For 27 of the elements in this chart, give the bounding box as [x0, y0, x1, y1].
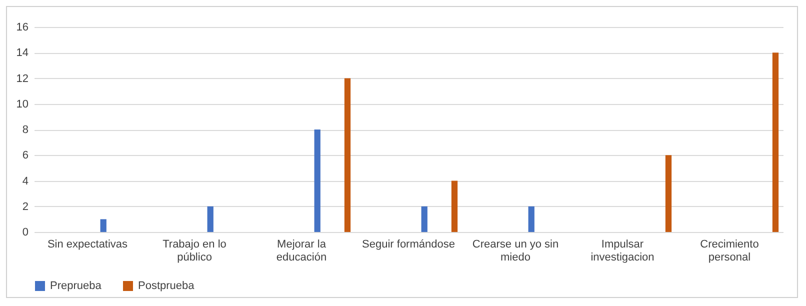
bar: [665, 155, 672, 232]
x-tick-label: Crecimiento personal: [700, 238, 759, 264]
x-tick-label: Sin expectativas: [47, 238, 128, 250]
x-tick-label: Mejorar la educación: [276, 238, 327, 264]
y-tick-label: 14: [16, 47, 28, 60]
legend-label: Preprueba: [50, 280, 102, 292]
y-tick-label: 12: [16, 72, 28, 85]
y-tick-label: 10: [16, 98, 28, 110]
bar: [100, 219, 106, 232]
x-tick-label: Crearse un yo sin miedo: [472, 238, 559, 264]
bar: [344, 78, 351, 232]
y-tick-label: 6: [22, 150, 28, 162]
bar: [451, 180, 458, 232]
y-tick-label: 8: [22, 124, 28, 136]
bar: [421, 206, 428, 232]
bar: [772, 52, 779, 232]
y-tick-label: 0: [22, 226, 28, 238]
x-tick-label: Impulsar investigacion: [590, 238, 654, 264]
y-tick-label: 2: [22, 200, 28, 213]
bar: [314, 130, 320, 232]
legend-label: Postprueba: [138, 280, 196, 292]
x-tick-label: Seguir formándose: [362, 238, 455, 250]
bar: [207, 206, 214, 232]
x-tick-label: Trabajo en lo público: [162, 238, 226, 264]
bar: [528, 206, 534, 232]
y-tick-label: 4: [22, 175, 28, 188]
y-tick-label: 16: [16, 22, 28, 34]
